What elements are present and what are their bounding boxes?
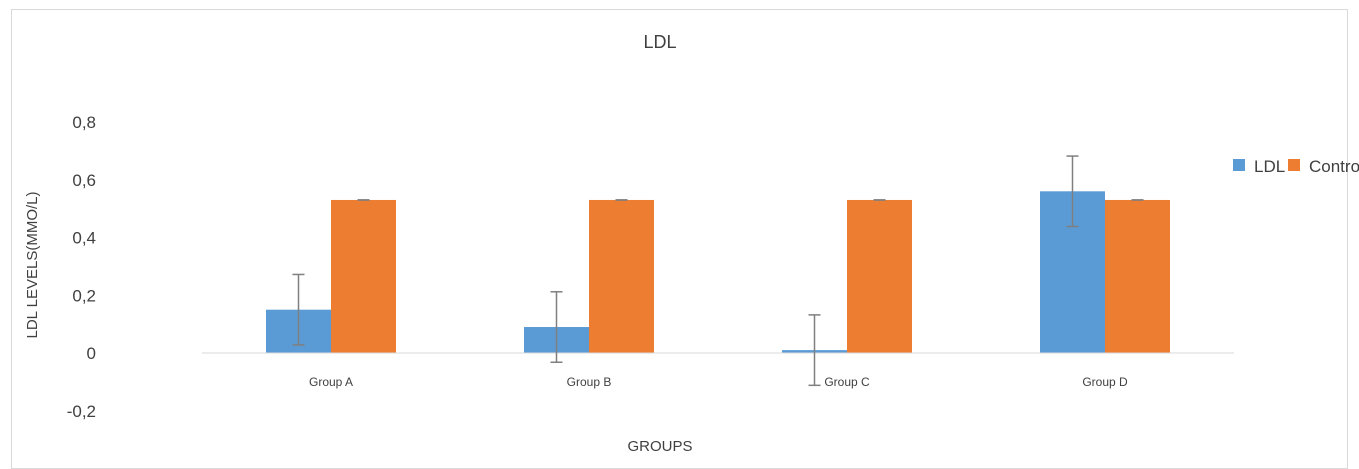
y-tick-label: 0,2: [72, 286, 96, 305]
y-tick-label: 0: [87, 344, 96, 363]
legend-swatch-control: [1288, 159, 1300, 171]
x-axis-ticks: Group A Group B Group C Group D: [309, 375, 1128, 389]
chart-title: LDL: [643, 32, 676, 52]
x-tick-label: Group C: [824, 375, 870, 389]
bar-series-group: [266, 191, 1170, 353]
bar-control-group-a: [331, 199, 396, 353]
bar-control-group-d: [1105, 199, 1170, 353]
x-tick-label: Group D: [1082, 375, 1128, 389]
bar-control-group-b: [589, 199, 654, 353]
y-axis-title: LDL LEVELS(MMO/L): [24, 192, 41, 339]
x-tick-label: Group A: [309, 375, 353, 389]
legend-label-control: Control: [1309, 157, 1359, 176]
legend-label-ldl: LDL: [1254, 157, 1285, 176]
y-tick-label: 0,4: [72, 229, 96, 248]
x-tick-label: Group B: [567, 375, 612, 389]
y-tick-label: 0,6: [72, 171, 96, 190]
y-tick-label: -0,2: [67, 402, 96, 421]
legend: LDL Control: [1233, 157, 1359, 176]
bar-control-group-c: [847, 199, 912, 353]
error-bars-group: [292, 155, 1144, 387]
x-axis-title: GROUPS: [627, 438, 692, 455]
legend-swatch-ldl: [1233, 159, 1245, 171]
y-axis-ticks: -0,2 0 0,2 0,4 0,6 0,8: [67, 113, 96, 421]
y-tick-label: 0,8: [72, 113, 96, 132]
